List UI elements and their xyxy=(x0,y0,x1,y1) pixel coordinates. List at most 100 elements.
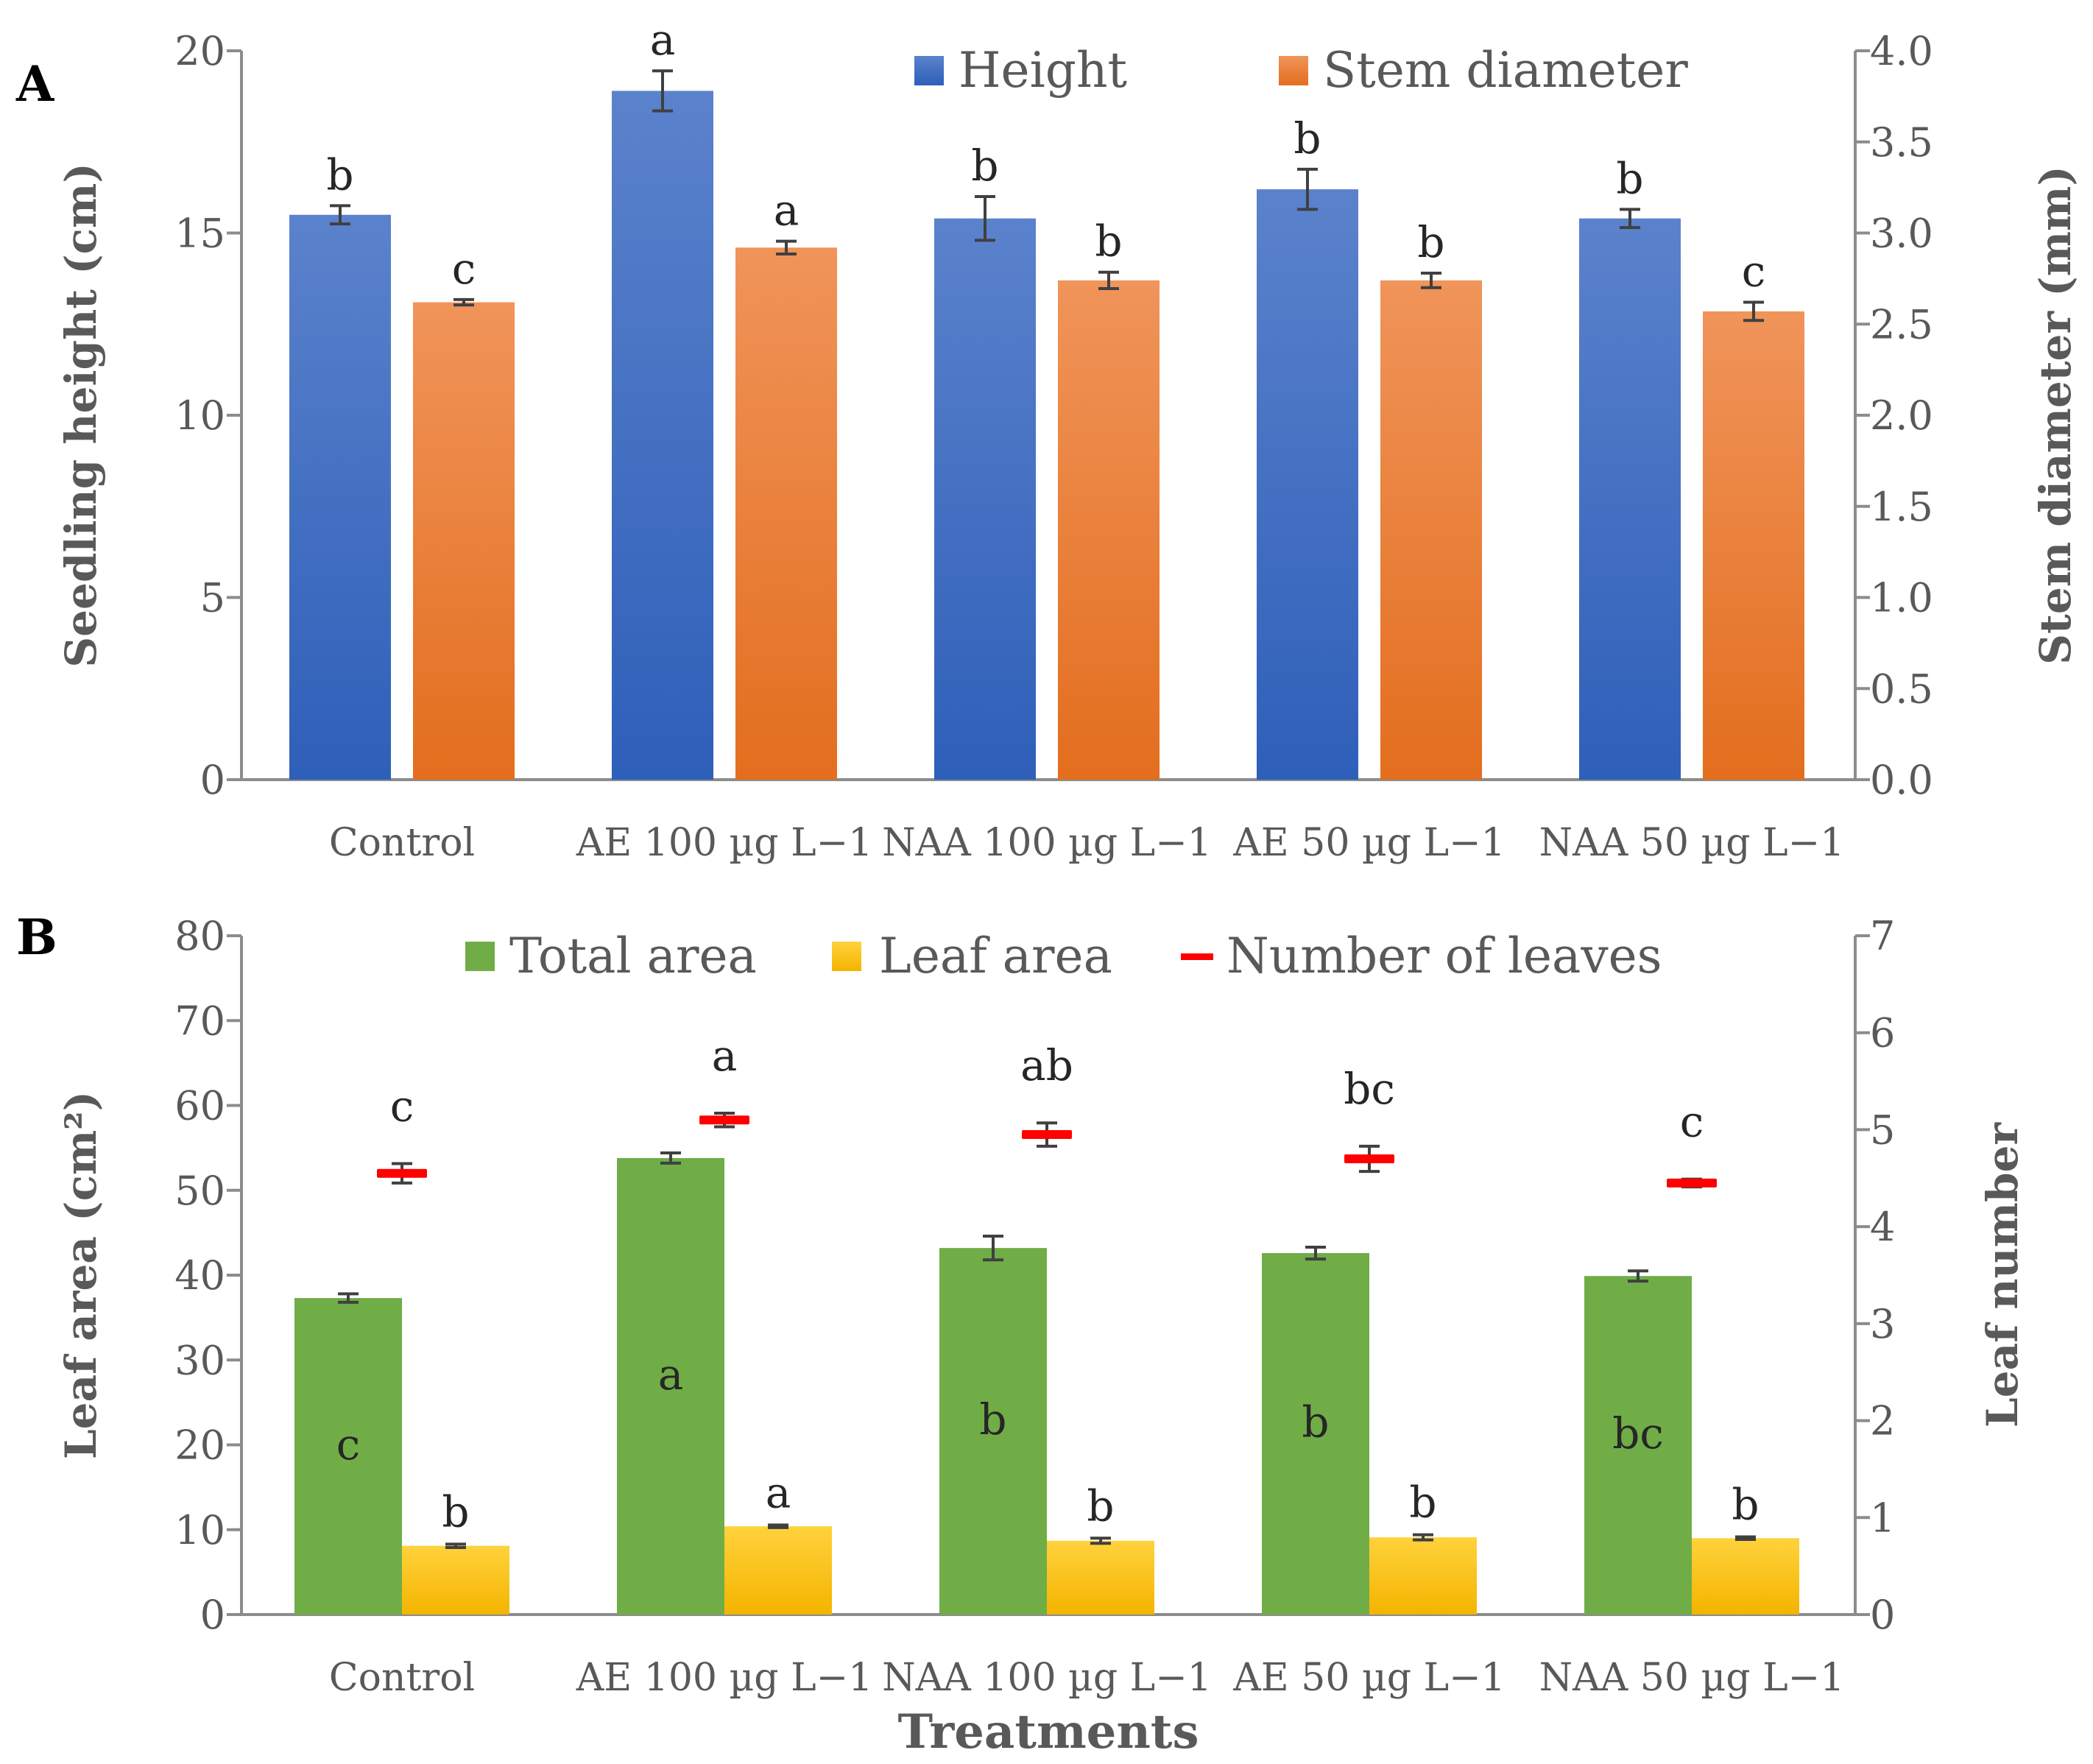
legend-leaf-area-swatch xyxy=(832,942,861,971)
chart-b-y2-tick-label: 4 xyxy=(1870,1204,1895,1250)
bar-leaf-area-naa-50-g-l-1 xyxy=(1692,1538,1799,1615)
significance-letter-total-area-naa-100-g-l-1: b xyxy=(979,1394,1006,1444)
chart-b-y-axis-title: Leaf area (cm²) xyxy=(56,1091,106,1459)
legend-leaf-area-label: Leaf area xyxy=(879,928,1112,984)
chart-b-y2-tick-label: 0 xyxy=(1870,1592,1895,1638)
bar-height-ae-100-g-l-1 xyxy=(612,91,713,780)
chart-b-y2-tick-label: 6 xyxy=(1870,1010,1895,1056)
chart-a-categories: Control AE 100 µg L−1 NAA 100 µg L−1 AE 50 … xyxy=(329,821,1844,865)
chart-b-x-axis-title: Treatments xyxy=(898,1704,1199,1760)
bar-stem-diameter-control xyxy=(413,302,515,780)
chart-a-legend: Height Stem diameter xyxy=(914,42,1688,99)
chart-b-y2-tick-label: 5 xyxy=(1870,1107,1895,1153)
chart-b-y2-ticks: 0 1 2 3 4 5 6 7 xyxy=(1855,913,1895,1638)
significance-letter-leaf-area-ae-50-g-l-1: b xyxy=(1409,1478,1436,1528)
bar-height-ae-50-g-l-1 xyxy=(1257,189,1358,780)
legend-stem-diameter-label: Stem diameter xyxy=(1323,42,1688,99)
significance-letter-total-area-naa-50-g-l-1: bc xyxy=(1612,1408,1664,1458)
category-label-control: Control xyxy=(329,821,475,865)
chart-a-y-tick-label: 5 xyxy=(200,575,225,621)
chart-b-y-tick-label: 0 xyxy=(200,1592,225,1638)
legend-number-of-leaves-label: Number of leaves xyxy=(1226,928,1662,984)
chart-b-y-tick-label: 20 xyxy=(174,1422,225,1469)
chart-a-y2-tick-label: 3.0 xyxy=(1870,211,1933,257)
bar-total-area-ae-50-g-l-1 xyxy=(1262,1253,1369,1615)
category-label-naa-50-g-l-1: NAA 50 µg L−1 xyxy=(1539,821,1845,865)
chart-a-y-tick-label: 15 xyxy=(174,211,225,257)
chart-b-y-tick-label: 60 xyxy=(174,1083,225,1129)
bar-total-area-naa-100-g-l-1 xyxy=(939,1248,1047,1615)
chart-b-y2-tick-label: 7 xyxy=(1870,913,1895,959)
bar-leaf-area-ae-100-g-l-1 xyxy=(724,1526,832,1615)
chart-a-y2-tick-label: 3.5 xyxy=(1870,119,1933,166)
chart-a-y-ticks: 0 5 10 15 20 xyxy=(174,28,241,803)
category-label-naa-50-g-l-1: NAA 50 µg L−1 xyxy=(1539,1656,1845,1700)
bar-total-area-control xyxy=(294,1298,402,1615)
legend-total-area-swatch xyxy=(465,942,495,971)
bar-leaf-area-ae-50-g-l-1 xyxy=(1369,1537,1477,1615)
significance-letter-height-naa-50-g-l-1: b xyxy=(1616,153,1643,203)
bar-total-area-naa-50-g-l-1 xyxy=(1584,1276,1692,1615)
chart-a-y2-axis-title: Stem diameter (mm) xyxy=(2030,166,2080,665)
chart-a-y2-tick-label: 1.5 xyxy=(1870,484,1933,530)
category-label-naa-100-g-l-1: NAA 100 µg L−1 xyxy=(882,1656,1212,1700)
marker-number-of-leaves-ae-100-g-l-1 xyxy=(699,1115,749,1125)
legend-height-swatch xyxy=(914,56,944,85)
significance-letter-total-area-ae-100-g-l-1: a xyxy=(658,1350,684,1400)
chart-b-y2-tick-label: 2 xyxy=(1870,1398,1895,1444)
significance-letter-number-of-leaves-ae-100-g-l-1: a xyxy=(712,1031,738,1081)
chart-b-y-ticks: 0 10 20 30 40 50 60 70 80 xyxy=(174,913,241,1638)
chart-b-categories: Control AE 100 µg L−1 NAA 100 µg L−1 AE 50 … xyxy=(329,1656,1844,1700)
bar-leaf-area-control xyxy=(402,1545,509,1615)
chart-a-y2-tick-label: 2.0 xyxy=(1870,392,1933,439)
marker-number-of-leaves-naa-50-g-l-1 xyxy=(1667,1178,1717,1188)
significance-letter-stem-diameter-control: c xyxy=(452,244,476,294)
chart-a-bars: b a b b b c a b b c xyxy=(289,15,1804,780)
chart-a-y2-tick-label: 1.0 xyxy=(1870,575,1933,621)
chart-b-y-tick-label: 10 xyxy=(174,1507,225,1553)
significance-letter-stem-diameter-naa-50-g-l-1: c xyxy=(1742,247,1765,297)
significance-letter-number-of-leaves-naa-50-g-l-1: c xyxy=(1680,1097,1704,1147)
significance-letter-total-area-control: c xyxy=(336,1419,360,1470)
chart-b-legend: Total area Leaf area Number of leaves xyxy=(465,928,1662,984)
significance-letter-leaf-area-ae-100-g-l-1: a xyxy=(766,1467,791,1517)
bar-stem-diameter-ae-50-g-l-1 xyxy=(1380,280,1482,780)
significance-letter-height-control: b xyxy=(326,149,353,200)
significance-letter-stem-diameter-naa-100-g-l-1: b xyxy=(1095,216,1122,267)
category-label-naa-100-g-l-1: NAA 100 µg L−1 xyxy=(882,821,1212,865)
significance-letter-stem-diameter-ae-100-g-l-1: a xyxy=(774,186,800,236)
category-label-ae-50-g-l-1: AE 50 µg L−1 xyxy=(1232,821,1506,865)
significance-letter-height-ae-100-g-l-1: a xyxy=(650,15,676,65)
category-label-ae-100-g-l-1: AE 100 µg L−1 xyxy=(576,821,873,865)
bar-leaf-area-naa-100-g-l-1 xyxy=(1047,1540,1154,1615)
chart-b-y-tick-label: 30 xyxy=(174,1337,225,1383)
chart-b-y-tick-label: 40 xyxy=(174,1252,225,1299)
significance-letter-number-of-leaves-ae-50-g-l-1: bc xyxy=(1344,1064,1395,1114)
panel-a-label: A xyxy=(15,55,54,113)
bar-stem-diameter-ae-100-g-l-1 xyxy=(735,247,837,780)
chart-a-y2-tick-label: 0.0 xyxy=(1870,757,1933,803)
bar-stem-diameter-naa-100-g-l-1 xyxy=(1058,280,1160,780)
chart-a-y2-tick-label: 2.5 xyxy=(1870,301,1933,347)
marker-number-of-leaves-control xyxy=(377,1168,427,1178)
chart-a-y-tick-label: 0 xyxy=(200,757,225,803)
significance-letter-leaf-area-naa-50-g-l-1: b xyxy=(1732,1480,1759,1530)
chart-a-y-tick-label: 20 xyxy=(174,28,225,74)
chart-b-y-tick-label: 80 xyxy=(174,913,225,959)
chart-b-y2-axis-title: Leaf number xyxy=(1977,1122,2027,1428)
bar-height-control xyxy=(289,214,391,780)
significance-letter-height-ae-50-g-l-1: b xyxy=(1293,113,1321,163)
bar-stem-diameter-naa-50-g-l-1 xyxy=(1703,311,1804,780)
legend-height-label: Height xyxy=(959,42,1127,99)
significance-letter-stem-diameter-ae-50-g-l-1: b xyxy=(1417,217,1444,267)
chart-a-y2-tick-label: 4.0 xyxy=(1870,28,1933,74)
category-label-control: Control xyxy=(329,1656,475,1700)
chart-a-y-axis-title: Seedling height (cm) xyxy=(56,163,106,668)
bar-total-area-ae-100-g-l-1 xyxy=(617,1157,724,1615)
chart-b-y-tick-label: 50 xyxy=(174,1168,225,1214)
legend-stem-diameter-swatch xyxy=(1279,56,1308,85)
significance-letter-number-of-leaves-naa-100-g-l-1: ab xyxy=(1020,1040,1073,1090)
